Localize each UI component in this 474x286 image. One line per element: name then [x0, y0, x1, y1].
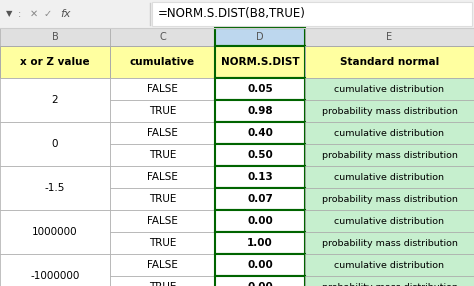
Bar — [305, 122, 474, 144]
Text: 0: 0 — [52, 139, 58, 149]
Text: FALSE: FALSE — [147, 260, 178, 270]
Bar — [0, 210, 110, 254]
Text: TRUE: TRUE — [149, 150, 176, 160]
Text: C: C — [159, 32, 166, 42]
Text: :: : — [18, 9, 21, 19]
Bar — [215, 210, 305, 232]
Bar — [305, 210, 474, 232]
Text: 1000000: 1000000 — [32, 227, 78, 237]
Text: probability mass distribution: probability mass distribution — [321, 106, 457, 116]
Text: B: B — [52, 32, 58, 42]
Text: ▼: ▼ — [6, 9, 12, 19]
Text: cumulative distribution: cumulative distribution — [335, 261, 445, 269]
Text: TRUE: TRUE — [149, 282, 176, 286]
Bar — [215, 166, 305, 188]
Bar — [305, 78, 474, 100]
Text: probability mass distribution: probability mass distribution — [321, 194, 457, 204]
Text: x or Z value: x or Z value — [20, 57, 90, 67]
Text: NORM.S.DIST: NORM.S.DIST — [221, 57, 299, 67]
Bar — [110, 46, 215, 78]
Bar — [0, 166, 110, 210]
Text: FALSE: FALSE — [147, 216, 178, 226]
Text: FALSE: FALSE — [147, 84, 178, 94]
Text: probability mass distribution: probability mass distribution — [321, 239, 457, 247]
Text: 0.50: 0.50 — [247, 150, 273, 160]
Text: =NORM.S.DIST(B8,TRUE): =NORM.S.DIST(B8,TRUE) — [158, 7, 306, 21]
Text: 0.00: 0.00 — [247, 216, 273, 226]
Text: 2: 2 — [52, 95, 58, 105]
Bar — [0, 122, 110, 166]
Bar — [305, 276, 474, 286]
Bar — [0, 0, 474, 28]
Text: 0.98: 0.98 — [247, 106, 273, 116]
Bar — [215, 28, 305, 46]
Text: TRUE: TRUE — [149, 238, 176, 248]
Text: cumulative distribution: cumulative distribution — [335, 217, 445, 225]
Text: cumulative distribution: cumulative distribution — [335, 172, 445, 182]
Bar — [215, 144, 305, 166]
Bar — [305, 46, 474, 78]
Bar — [110, 166, 215, 188]
Text: 0.13: 0.13 — [247, 172, 273, 182]
Text: 0.00: 0.00 — [247, 260, 273, 270]
Bar — [215, 78, 305, 100]
Bar — [305, 254, 474, 276]
Text: ✓: ✓ — [44, 9, 52, 19]
Bar — [110, 188, 215, 210]
Text: fx: fx — [60, 9, 71, 19]
Bar — [110, 254, 215, 276]
Text: 0.05: 0.05 — [247, 84, 273, 94]
Bar — [215, 254, 305, 276]
Bar — [215, 46, 305, 78]
Text: FALSE: FALSE — [147, 128, 178, 138]
Bar — [110, 144, 215, 166]
Bar — [0, 254, 110, 286]
Text: probability mass distribution: probability mass distribution — [321, 283, 457, 286]
Bar — [305, 28, 474, 46]
Text: 0.00: 0.00 — [247, 282, 273, 286]
Bar — [110, 232, 215, 254]
Text: FALSE: FALSE — [147, 172, 178, 182]
Bar — [110, 100, 215, 122]
Text: probability mass distribution: probability mass distribution — [321, 150, 457, 160]
Bar — [215, 100, 305, 122]
Text: cumulative: cumulative — [130, 57, 195, 67]
Bar — [305, 232, 474, 254]
Bar — [0, 28, 110, 46]
Bar — [305, 100, 474, 122]
Bar — [0, 46, 110, 78]
Text: E: E — [386, 32, 392, 42]
Text: -1.5: -1.5 — [45, 183, 65, 193]
Text: 0.40: 0.40 — [247, 128, 273, 138]
Text: TRUE: TRUE — [149, 106, 176, 116]
Bar — [215, 188, 305, 210]
Text: cumulative distribution: cumulative distribution — [335, 84, 445, 94]
Bar — [215, 276, 305, 286]
Bar — [305, 166, 474, 188]
Bar — [110, 78, 215, 100]
Text: ✕: ✕ — [30, 9, 38, 19]
Text: 1.00: 1.00 — [247, 238, 273, 248]
Bar — [215, 122, 305, 144]
Text: -1000000: -1000000 — [30, 271, 80, 281]
Bar — [110, 122, 215, 144]
Bar — [110, 276, 215, 286]
Bar — [152, 2, 472, 26]
Bar — [215, 232, 305, 254]
Bar — [110, 28, 215, 46]
Bar — [305, 144, 474, 166]
Text: TRUE: TRUE — [149, 194, 176, 204]
Bar — [305, 188, 474, 210]
Text: 0.07: 0.07 — [247, 194, 273, 204]
Text: D: D — [256, 32, 264, 42]
Text: Standard normal: Standard normal — [340, 57, 439, 67]
Bar — [0, 78, 110, 122]
Text: cumulative distribution: cumulative distribution — [335, 128, 445, 138]
Bar — [110, 210, 215, 232]
